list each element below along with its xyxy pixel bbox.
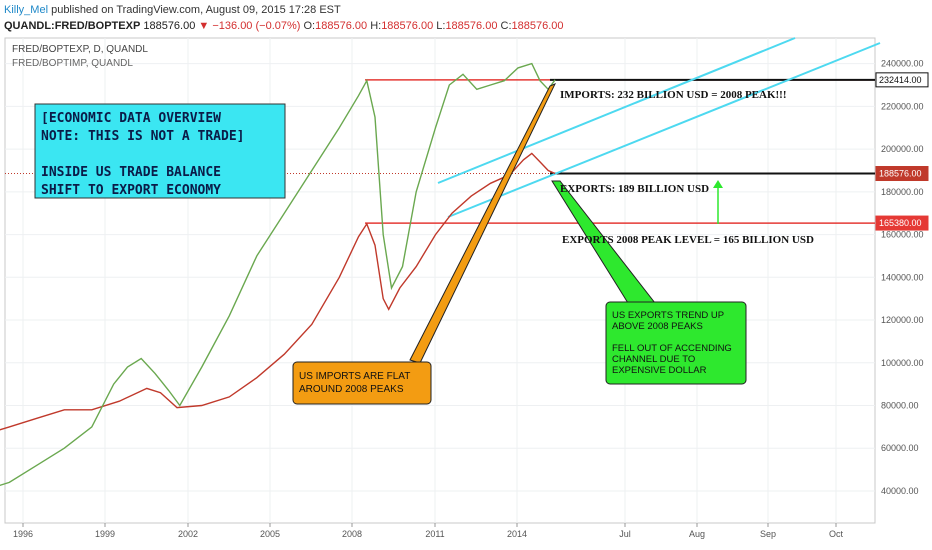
info-box (34, 103, 286, 199)
green-callout-line: FELL OUT OF ACCENDING (612, 343, 732, 354)
orange-callout-line: US IMPORTS ARE FLAT (299, 371, 410, 382)
exports-peak-label: EXPORTS 2008 PEAK LEVEL = 165 BILLION US… (562, 234, 814, 246)
price-tag-exports: 188576.00 (879, 169, 922, 179)
high-label: H: (370, 20, 382, 32)
green-callout-line: EXPENSIVE DOLLAR (612, 365, 707, 376)
y-tick-label: 200000.00 (881, 144, 924, 154)
y-tick-label: 120000.00 (881, 315, 924, 325)
price-tag-imports: 232414.00 (879, 75, 922, 85)
x-tick-label: Jul (619, 529, 631, 539)
y-tick-label: 40000.00 (881, 486, 919, 496)
info-box-line: NOTE: THIS IS NOT A TRADE] (41, 129, 245, 144)
price-change: −136.00 (−0.07%) (212, 20, 301, 32)
price-tag-exports-peak: 165380.00 (879, 218, 922, 228)
x-tick-label: 2005 (260, 529, 280, 539)
publish-info: Killy_Mel published on TradingView.com, … (4, 4, 341, 16)
y-tick-label: 240000.00 (881, 59, 924, 69)
x-tick-label: 2002 (178, 529, 198, 539)
low-label: L: (436, 20, 446, 32)
x-tick-label: Oct (829, 529, 844, 539)
y-tick-label: 140000.00 (881, 272, 924, 282)
x-tick-label: 1999 (95, 529, 115, 539)
channel-upper-line (437, 37, 796, 184)
info-box-line: [ECONOMIC DATA OVERVIEW (41, 111, 221, 126)
exports-label: EXPORTS: 189 BILLION USD (560, 183, 709, 195)
x-tick-label: 1996 (13, 529, 33, 539)
x-tick-label: Aug (689, 529, 705, 539)
green-callout-line: ABOVE 2008 PEAKS (612, 321, 703, 332)
open-value: 188576.00 (315, 20, 368, 32)
orange-callout-line: AROUND 2008 PEAKS (299, 384, 404, 395)
last-price: 188576.00 (143, 20, 196, 32)
author-link[interactable]: Killy_Mel (4, 4, 49, 16)
x-tick-label: Sep (760, 529, 776, 539)
open-label: O: (303, 20, 316, 32)
chart-header: Killy_Mel published on TradingView.com, … (0, 0, 932, 36)
orange-callout (292, 361, 432, 405)
price-tag-exports-peak-bg (875, 215, 929, 231)
green-callout-line: CHANNEL DUE TO (612, 354, 695, 365)
y-tick-label: 160000.00 (881, 230, 924, 240)
down-arrow-icon: ▼ (198, 20, 210, 32)
info-box-line: SHIFT TO EXPORT ECONOMY (41, 183, 221, 198)
high-value: 188576.00 (381, 20, 434, 32)
green-callout (605, 301, 747, 385)
y-tick-label: 220000.00 (881, 101, 924, 111)
x-tick-label: 2014 (507, 529, 527, 539)
y-tick-label: 60000.00 (881, 443, 919, 453)
published-text: published on TradingView.com, August 09,… (51, 4, 341, 16)
imports-label: IMPORTS: 232 BILLION USD = 2008 PEAK!!! (560, 89, 787, 101)
close-label: C: (500, 20, 512, 32)
y-tick-label: 100000.00 (881, 358, 924, 368)
price-tag-exports-bg (875, 166, 929, 182)
close-value: 188576.00 (511, 20, 564, 32)
x-tick-label: 2011 (425, 529, 444, 539)
symbol-name[interactable]: QUANDL:FRED/BOPTEXP (4, 20, 141, 32)
up-arrow-icon (713, 180, 723, 188)
legend-exports: FRED/BOPTEXP, D, QUANDL (12, 44, 148, 55)
legend-imports: FRED/BOPTIMP, QUANDL (12, 58, 133, 69)
price-tag-imports-bg (875, 72, 929, 88)
green-callout-line: US EXPORTS TREND UP (612, 310, 724, 321)
symbol-ohlc-bar: QUANDL:FRED/BOPTEXP 188576.00 ▼ −136.00 … (4, 20, 564, 32)
y-tick-label: 180000.00 (881, 187, 924, 197)
chart-canvas[interactable]: 40000.00 60000.00 80000.00 100000.00 120000.… (0, 36, 932, 550)
y-tick-label: 80000.00 (881, 400, 919, 410)
imports-line (0, 62, 556, 487)
info-box-line: INSIDE US TRADE BALANCE (41, 165, 221, 180)
x-tick-label: 2008 (342, 529, 362, 539)
low-value: 188576.00 (445, 20, 498, 32)
channel-lower-line (447, 42, 881, 218)
